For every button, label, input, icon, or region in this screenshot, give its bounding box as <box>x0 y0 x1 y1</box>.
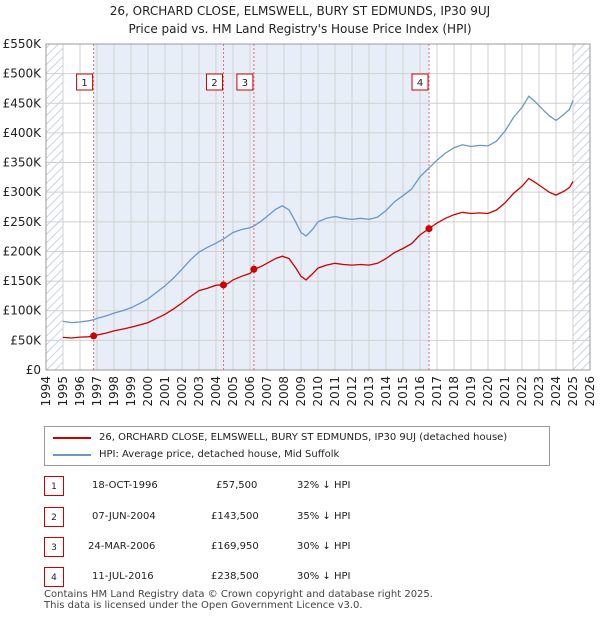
x-tick-label: 2001 <box>158 376 172 407</box>
y-tick-label: £450K <box>3 96 43 110</box>
sale-date: 11-JUL-2016 <box>92 571 154 582</box>
y-tick-label: £100K <box>3 304 43 318</box>
x-tick-label: 1998 <box>107 376 121 407</box>
x-tick-label: 1997 <box>90 376 104 407</box>
y-tick-label: £350K <box>3 156 43 170</box>
sale-date: 18-OCT-1996 <box>92 480 158 491</box>
sale-price: £143,500 <box>211 511 259 522</box>
x-tick-label: 2008 <box>277 376 291 407</box>
sale-hpi-diff: 32% ↓ HPI <box>297 480 351 491</box>
sale-point <box>425 225 433 233</box>
x-tick-label: 1999 <box>124 376 138 407</box>
plot-border <box>45 43 591 371</box>
x-tick-label: 2019 <box>464 376 478 407</box>
sale-price: £57,500 <box>216 480 258 491</box>
legend-label-hpi: HPI: Average price, detached house, Mid … <box>99 449 340 460</box>
footer-licence: This data is licensed under the Open Gov… <box>44 600 363 611</box>
sales-table-row: 4 11-JUL-2016 £238,500 30% ↓ HPI <box>44 567 564 591</box>
sale-price: £238,500 <box>211 571 259 582</box>
sales-table-row: 1 18-OCT-1996 £57,500 32% ↓ HPI <box>44 476 564 500</box>
x-tick-label: 1995 <box>56 376 70 407</box>
sale-number-label: 3 <box>242 78 248 89</box>
legend-item-price: 26, ORCHARD CLOSE, ELMSWELL, BURY ST EDM… <box>53 432 507 443</box>
sales-table-row: 2 07-JUN-2004 £143,500 35% ↓ HPI <box>44 507 564 531</box>
sale-date: 24-MAR-2006 <box>88 541 156 552</box>
sale-date: 07-JUN-2004 <box>92 511 156 522</box>
sale-number-label: 4 <box>417 78 423 89</box>
chart-title-address: 26, ORCHARD CLOSE, ELMSWELL, BURY ST EDM… <box>109 4 491 18</box>
y-tick-label: £200K <box>3 244 43 258</box>
hpi-line <box>62 95 574 324</box>
x-tick-label: 2007 <box>260 376 274 407</box>
sale-number-box <box>236 73 254 91</box>
sale-price: £169,950 <box>211 541 259 552</box>
hatched-band <box>46 44 63 370</box>
sale-number-box <box>205 73 223 91</box>
sale-hpi-diff: 35% ↓ HPI <box>297 511 351 522</box>
y-tick-label: £500K <box>3 67 43 81</box>
x-tick-label: 2025 <box>566 376 580 407</box>
x-tick-label: 2023 <box>532 376 546 407</box>
y-tick-label: £300K <box>3 185 43 199</box>
legend-item-hpi: HPI: Average price, detached house, Mid … <box>53 449 339 460</box>
sale-number-box <box>411 73 429 91</box>
legend: 26, ORCHARD CLOSE, ELMSWELL, BURY ST EDM… <box>44 426 550 466</box>
sales-table-row: 3 24-MAR-2006 £169,950 30% ↓ HPI <box>44 537 564 561</box>
x-tick-label: 2018 <box>447 376 461 407</box>
x-tick-label: 2022 <box>515 376 529 407</box>
x-tick-label: 2017 <box>430 376 444 407</box>
x-tick-label: 2026 <box>583 376 597 407</box>
x-tick-label: 2013 <box>362 376 376 407</box>
sale-number-label: 1 <box>81 78 87 89</box>
y-tick-label: £50K <box>10 333 42 347</box>
price-paid-line <box>62 177 574 339</box>
x-tick-label: 2005 <box>226 376 240 407</box>
sale-hpi-diff: 30% ↓ HPI <box>297 541 351 552</box>
sale-point <box>250 265 258 273</box>
x-tick-label: 2003 <box>192 376 206 407</box>
ownership-shaded-band <box>93 44 430 370</box>
x-tick-label: 2016 <box>413 376 427 407</box>
footer-copyright: Contains HM Land Registry data © Crown c… <box>44 589 433 600</box>
y-tick-label: £0 <box>26 363 41 377</box>
x-tick-label: 2020 <box>481 376 495 407</box>
x-tick-label: 2010 <box>311 376 325 407</box>
price-chart: £0 £50K £100K £150K £200K £250K £300K £350K £400… <box>3 37 597 407</box>
x-tick-label: 2011 <box>328 376 342 407</box>
x-tick-label: 2006 <box>243 376 257 407</box>
legend-label-price: 26, ORCHARD CLOSE, ELMSWELL, BURY ST EDM… <box>99 432 508 443</box>
y-tick-label: £250K <box>3 215 43 229</box>
x-tick-label: 2009 <box>294 376 308 407</box>
sale-point <box>90 332 98 340</box>
x-tick-label: 2021 <box>498 376 512 407</box>
x-tick-label: 2000 <box>141 376 155 407</box>
sale-number-label: 2 <box>211 78 217 89</box>
chart-title-subtitle: Price paid vs. HM Land Registry's House … <box>128 22 472 36</box>
y-tick-label: £400K <box>3 126 43 140</box>
y-tick-label: £550K <box>3 37 43 51</box>
x-tick-label: 2014 <box>379 376 393 407</box>
legend-swatch-price <box>53 436 91 439</box>
x-tick-label: 2024 <box>549 376 563 407</box>
sale-number-badge: 2 <box>44 507 64 527</box>
x-tick-label: 1996 <box>73 376 87 407</box>
sale-number-badge: 1 <box>44 476 64 496</box>
x-tick-label: 2012 <box>345 376 359 407</box>
sale-point <box>219 281 227 289</box>
legend-swatch-hpi <box>53 453 91 456</box>
y-tick-label: £150K <box>3 274 43 288</box>
hatched-band <box>573 44 590 370</box>
sale-hpi-diff: 30% ↓ HPI <box>297 571 351 582</box>
x-tick-label: 2015 <box>396 376 410 407</box>
sale-number-badge: 4 <box>44 567 64 587</box>
sale-number-box <box>76 73 94 91</box>
x-tick-label: 1994 <box>39 376 53 407</box>
x-tick-label: 2004 <box>209 376 223 407</box>
sale-number-badge: 3 <box>44 537 64 557</box>
footer: Contains HM Land Registry data © Crown c… <box>44 589 433 611</box>
x-tick-label: 2002 <box>175 376 189 407</box>
